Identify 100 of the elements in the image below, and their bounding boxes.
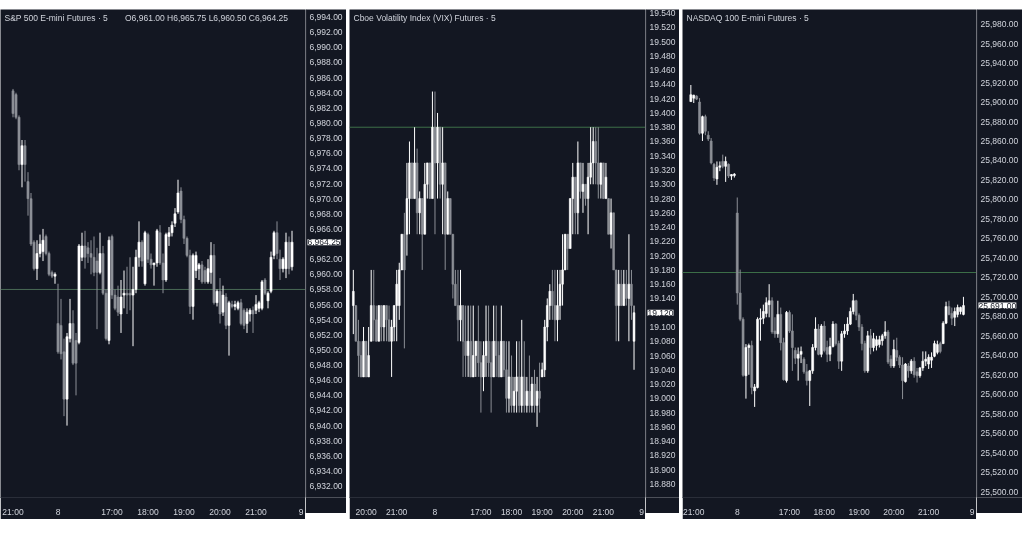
y-tick-label: 25,560.00 [980,428,1019,439]
y-tick-label: 25,900.00 [980,97,1019,108]
y-tick-label: 25,780.00 [980,213,1019,224]
y-tick-label: 25,920.00 [980,77,1019,88]
candlestick [767,283,771,318]
y-tick-label: 18.940 [649,436,676,447]
y-tick-label: 6,958.00 [309,284,343,295]
x-tick-label: 20:00 [562,506,584,517]
y-tick-label: 18.980 [649,407,676,418]
y-tick-label: 6,968.00 [309,208,343,219]
candlestick [395,269,398,342]
y-tick-label: 19.380 [649,122,676,133]
candlestick [140,239,144,268]
y-tick-label: 6,988.00 [309,57,343,68]
y-tick-label: 25,960.00 [980,38,1019,49]
y-tick-label: 6,994.00 [309,12,343,23]
chart-title: S&P 500 E-mini Futures · 5 [4,12,109,23]
x-tick-label: 19:00 [173,506,195,517]
y-tick-label: 6,954.00 [309,314,343,325]
text: 25,691.00 [978,300,1017,311]
y-tick-label: 6,960.00 [309,269,343,280]
y-tick-label: 6,948.00 [309,360,343,371]
chart-subtitle: O6,961.00 H6,965.75 L6,960.50 C6,964.25 [125,12,289,23]
y-tick-label: 19.400 [649,107,676,118]
y-tick-label: 19.540 [649,8,676,19]
candlestick [556,269,559,342]
y-tick-label: 19.220 [649,236,676,247]
candlestick [869,328,872,355]
candlestick [11,88,15,118]
candlestick [953,307,957,327]
x-tick-label: 21:00 [918,506,940,517]
x-tick-label: 21:00 [592,506,615,517]
candlestick [464,305,467,378]
y-tick-label: 25,880.00 [980,116,1019,127]
candlestick [352,269,355,335]
y-tick-label: 25,520.00 [980,467,1019,478]
x-tick-label: 20:00 [883,506,905,517]
y-tick-label: 25,620.00 [980,369,1019,380]
y-tick-label: 6,976.00 [309,148,343,159]
x-tick-label: 21:00 [245,506,267,517]
x-tick-label: 9 [298,506,304,517]
y-tick-label: 19.200 [649,250,676,261]
y-tick-label: 6,970.00 [309,193,343,204]
y-tick-label: 19.480 [649,50,676,61]
y-tick-label: 25,820.00 [980,174,1019,185]
y-tick-label: 18.960 [649,421,676,432]
y-tick-label: 25,660.00 [980,330,1019,341]
y-tick-label: 25,640.00 [980,350,1019,361]
y-tick-label: 6,956.00 [309,299,343,310]
candlestick [128,256,132,311]
y-tick-label: 6,984.00 [309,87,343,98]
y-tick-label: 25,540.00 [980,447,1019,458]
y-tick-label: 19.360 [649,136,676,147]
x-tick-label: 17:00 [778,506,801,517]
x-tick-label: 18:00 [500,506,523,517]
y-tick-label: 6,966.00 [309,223,343,234]
y-tick-label: 18.900 [649,464,676,475]
chart-title: Cboe Volatility Index (VIX) Futures · 5 [353,12,496,23]
x-tick-label: 20:00 [209,506,231,517]
candlestick [715,160,719,186]
y-tick-label: 19.300 [649,179,676,190]
y-tick-label: 19.160 [649,279,676,290]
x-tick-label: 8 [734,506,740,517]
y-tick-label: 19.520 [649,22,676,33]
candlestick [221,285,225,317]
x-tick-label: 18:00 [137,506,159,517]
y-tick-label: 6,980.00 [309,117,343,128]
x-tick-label: 20:00 [355,506,377,517]
y-tick-label: 6,934.00 [309,466,343,477]
y-tick-label: 25,700.00 [980,291,1019,302]
y-tick-label: 25,680.00 [980,311,1019,322]
y-tick-label: 25,600.00 [980,389,1019,400]
candlestick [584,183,587,207]
y-tick-label: 25,580.00 [980,408,1019,419]
y-tick-label: 19.020 [649,379,676,390]
y-tick-label: 19.100 [649,321,676,332]
y-tick-label: 6,982.00 [309,102,343,113]
y-tick-label: 18.920 [649,450,676,461]
y-tick-label: 25,740.00 [980,252,1019,263]
candlestick [456,269,460,342]
candlestick [98,232,102,275]
y-tick-label: 6,938.00 [309,435,343,446]
y-tick-label: 6,972.00 [309,178,343,189]
x-tick-label: 8 [432,506,438,517]
y-tick-label: 25,500.00 [980,486,1019,497]
y-tick-label: 6,986.00 [309,72,343,83]
candlestick [245,307,249,334]
y-tick-label: 6,942.00 [309,405,343,416]
y-tick-label: 25,800.00 [980,194,1019,205]
y-tick-label: 19.140 [649,293,676,304]
y-tick-label: 19.280 [649,193,676,204]
y-tick-label: 25,940.00 [980,58,1019,69]
y-tick-label: 6,952.00 [309,329,343,340]
y-tick-label: 25,840.00 [980,155,1019,166]
y-tick-label: 6,946.00 [309,375,343,386]
y-tick-label: 6,974.00 [309,163,343,174]
candlestick [418,190,421,235]
candlestick [41,228,45,262]
y-tick-label: 6,932.00 [309,481,343,492]
x-tick-label: 19:00 [848,506,870,517]
